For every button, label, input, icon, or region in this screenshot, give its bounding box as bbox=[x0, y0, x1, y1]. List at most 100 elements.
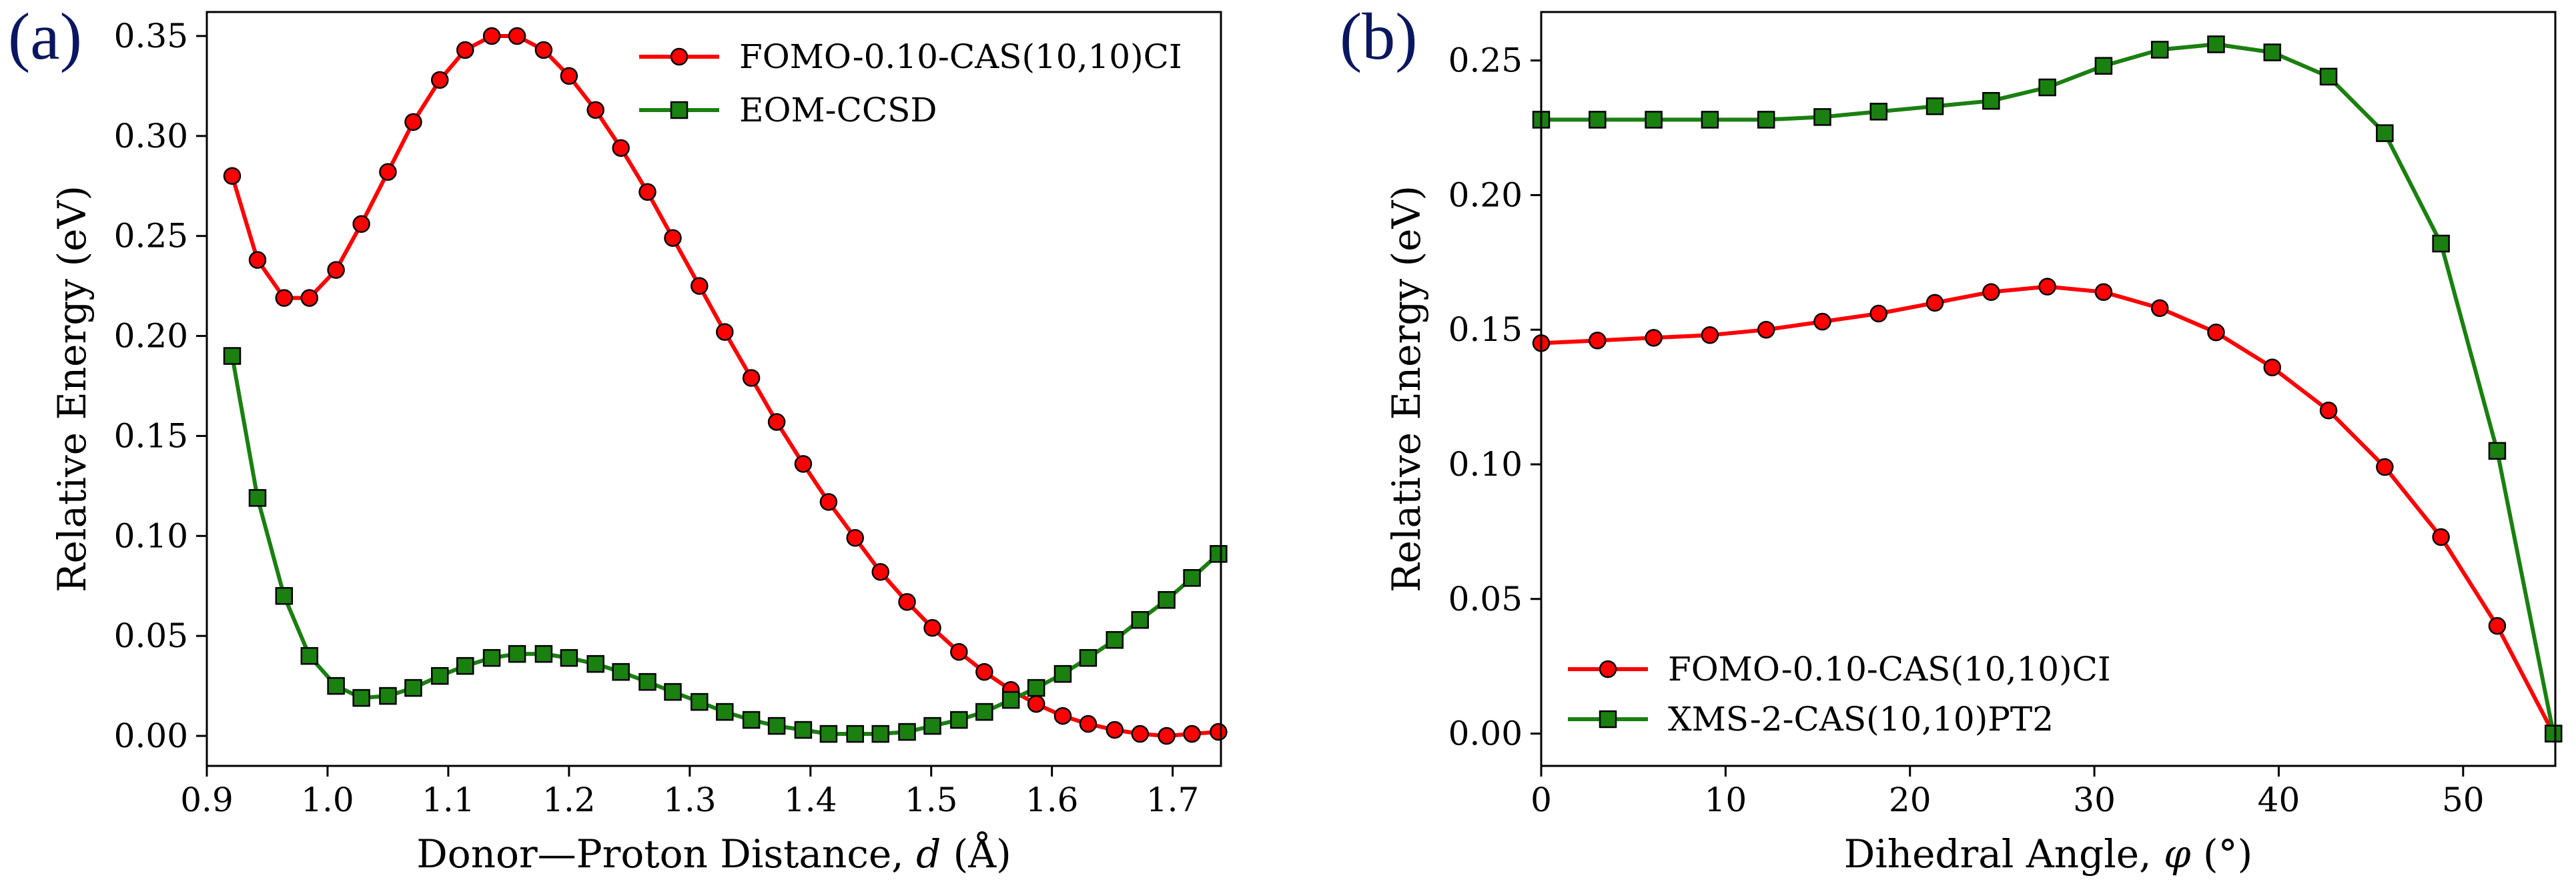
panel-a-series-1-point-34 bbox=[1106, 630, 1124, 649]
panel-b-xlabel-var: φ bbox=[2164, 831, 2191, 877]
panel-a-series-1-point-7 bbox=[404, 679, 422, 697]
panel-b-series-1-point-4 bbox=[1757, 111, 1775, 129]
panel-a-series-0-point-35 bbox=[1131, 725, 1150, 743]
panel-b-y-tick-label-4: 0.20 bbox=[1448, 175, 1523, 214]
panel-a-series-0-point-21 bbox=[767, 413, 786, 431]
panel-a-series-1-point-24 bbox=[846, 725, 864, 743]
panel-a-series-1-point-12 bbox=[534, 644, 553, 663]
panel-b-y-tick-label-1: 0.05 bbox=[1448, 580, 1523, 618]
panel-a-plot-frame bbox=[205, 11, 1222, 767]
panel-b-series-1-point-14 bbox=[2319, 67, 2338, 86]
panel-a-x-tick-label-6: 1.5 bbox=[905, 781, 958, 819]
panel-a-series-1-point-16 bbox=[638, 673, 657, 691]
panel-b-series-1-point-5 bbox=[1813, 108, 1831, 126]
panel-a-y-tick-label-3: 0.15 bbox=[114, 416, 188, 455]
panel-b-x-tick-label-4: 40 bbox=[2258, 781, 2300, 819]
panel-b-series-0-point-4 bbox=[1757, 320, 1775, 339]
panel-b-x-axis-label: Dihedral Angle, φ (°) bbox=[1844, 831, 2253, 877]
panel-b-series-0-point-8 bbox=[1982, 283, 2000, 301]
panel-b-chart: (b) 0 10 20 30 40 50 0.00 0.05 0.10 0.15 0.20 0.25… bbox=[1340, 0, 2563, 877]
panel-a-series-1-point-32 bbox=[1053, 664, 1072, 683]
panel-a-series-0-point-25 bbox=[871, 563, 889, 581]
panel-a-series-0-point-23 bbox=[819, 493, 838, 511]
panel-b-y-axis-label: Relative Energy (eV) bbox=[1384, 185, 1429, 592]
panel-b-series-1-point-11 bbox=[2150, 41, 2169, 59]
panel-a-series-1-point-0 bbox=[223, 347, 242, 365]
panel-a-y-tick-label-1: 0.05 bbox=[114, 616, 188, 655]
panel-b-series-1-point-13 bbox=[2263, 43, 2282, 61]
panel-a-legend-marker-1 bbox=[670, 101, 689, 119]
panel-b-series-1-point-6 bbox=[1869, 103, 1887, 121]
panel-a-series-1-point-35 bbox=[1131, 610, 1150, 629]
panel-b-legend-label-1: XMS-2-CAS(10,10)PT2 bbox=[1668, 700, 2054, 739]
panel-b-y-tick-label-3: 0.15 bbox=[1448, 310, 1523, 349]
panel-b-x-tick-label-0: 0 bbox=[1531, 781, 1552, 819]
panel-a-legend-label-0: FOMO-0.10-CAS(10,10)CI bbox=[739, 37, 1182, 76]
panel-a-series-0-point-26 bbox=[898, 592, 916, 611]
panel-a-series-1-point-18 bbox=[691, 693, 709, 711]
panel-a-x-tick-label-7: 1.6 bbox=[1025, 781, 1079, 819]
panel-a-x-ticks: 0.9 1.0 1.1 1.2 1.3 1.4 1.5 1.6 1.7 bbox=[180, 766, 1199, 819]
panel-b-label: (b) bbox=[1340, 0, 1418, 73]
panel-a-series-0-point-15 bbox=[612, 139, 630, 157]
panel-a-series-1-point-31 bbox=[1027, 679, 1045, 697]
panel-a-y-tick-label-4: 0.20 bbox=[114, 317, 188, 356]
panel-b-series-0-point-2 bbox=[1645, 329, 1663, 347]
panel-b-series-0-point-10 bbox=[2094, 283, 2113, 301]
panel-a-series-0-point-12 bbox=[534, 41, 553, 59]
panel-a-y-tick-label-2: 0.10 bbox=[114, 516, 188, 555]
panel-a-xlabel-suffix: (Å) bbox=[941, 831, 1011, 877]
panel-a-xlabel-var: d bbox=[916, 831, 941, 877]
panel-a-series-1-point-10 bbox=[482, 648, 501, 667]
panel-a-series-0-point-24 bbox=[846, 529, 864, 547]
panel-b-series-0-point-15 bbox=[2376, 458, 2394, 476]
panel-a-series-0-point-10 bbox=[482, 27, 501, 45]
panel-a-series-1-point-5 bbox=[352, 689, 370, 707]
panel-b-legend: FOMO-0.10-CAS(10,10)CI XMS-2-CAS(10,10)P… bbox=[1568, 650, 2111, 739]
panel-a-x-tick-label-5: 1.4 bbox=[784, 781, 837, 819]
panel-a-series-0-point-31 bbox=[1027, 695, 1045, 713]
panel-a-series-0-point-18 bbox=[691, 277, 709, 295]
panel-a-series-1-point-21 bbox=[767, 717, 786, 735]
panel-a-series-0-point-5 bbox=[352, 215, 370, 233]
panel-b-legend-marker-1 bbox=[1599, 710, 1617, 729]
panel-a-series-0-point-29 bbox=[975, 662, 993, 681]
panel-a-series-0-point-4 bbox=[327, 261, 345, 279]
panel-a-series-0-point-27 bbox=[923, 618, 941, 637]
panel-b-series-0-point-7 bbox=[1925, 294, 1944, 312]
panel-b-series-1-point-7 bbox=[1925, 97, 1944, 115]
panel-a-y-axis-label: Relative Energy (eV) bbox=[49, 185, 95, 592]
panel-b-series-0-point-17 bbox=[2488, 616, 2507, 635]
panel-b-series-0-point-16 bbox=[2432, 528, 2450, 546]
panel-a-series-1-point-20 bbox=[742, 711, 761, 729]
panel-a-series-1-point-30 bbox=[1001, 691, 1020, 709]
panel-b-series-0-point-5 bbox=[1813, 312, 1831, 331]
panel-b-y-ticks: 0.00 0.05 0.10 0.15 0.20 0.25 bbox=[1448, 41, 1541, 753]
panel-b-x-tick-label-3: 30 bbox=[2073, 781, 2116, 819]
panel-b-series-0-point-1 bbox=[1589, 332, 1607, 350]
panel-a-x-tick-label-1: 1.0 bbox=[301, 781, 354, 819]
panel-a-x-tick-label-0: 0.9 bbox=[180, 781, 234, 819]
panel-b-series-0-point-13 bbox=[2263, 358, 2282, 376]
panel-b-series-0-point-3 bbox=[1701, 326, 1719, 344]
panel-a-series-1-point-36 bbox=[1158, 590, 1176, 609]
panel-b-x-tick-label-5: 50 bbox=[2442, 781, 2485, 819]
panel-a-series-0-point-9 bbox=[456, 41, 474, 59]
panel-a-series-0-point-7 bbox=[404, 113, 422, 131]
panel-a-series-1-point-1 bbox=[248, 489, 267, 507]
panel-b-xlabel-prefix: Dihedral Angle, bbox=[1844, 831, 2164, 877]
panel-a-legend-marker-0 bbox=[670, 47, 689, 66]
panel-a-series-0-point-14 bbox=[586, 101, 604, 119]
panel-b-legend-label-0: FOMO-0.10-CAS(10,10)CI bbox=[1668, 650, 2111, 689]
panel-b-series-1-point-9 bbox=[2038, 78, 2056, 97]
panel-a-series-0-point-38 bbox=[1210, 723, 1228, 741]
panel-a-series-0-point-34 bbox=[1106, 721, 1124, 739]
panel-a-series-0-point-22 bbox=[794, 455, 813, 473]
panel-a-series-0-point-8 bbox=[430, 71, 449, 89]
panel-a-series-1-point-22 bbox=[794, 721, 813, 739]
panel-b-series-0-point-11 bbox=[2150, 299, 2169, 318]
panel-a-series-0-point-20 bbox=[742, 369, 761, 387]
panel-b-series-0-point-12 bbox=[2207, 324, 2225, 342]
panel-a-series-0-point-19 bbox=[716, 323, 734, 341]
panel-b-series-0-point-14 bbox=[2319, 402, 2338, 420]
